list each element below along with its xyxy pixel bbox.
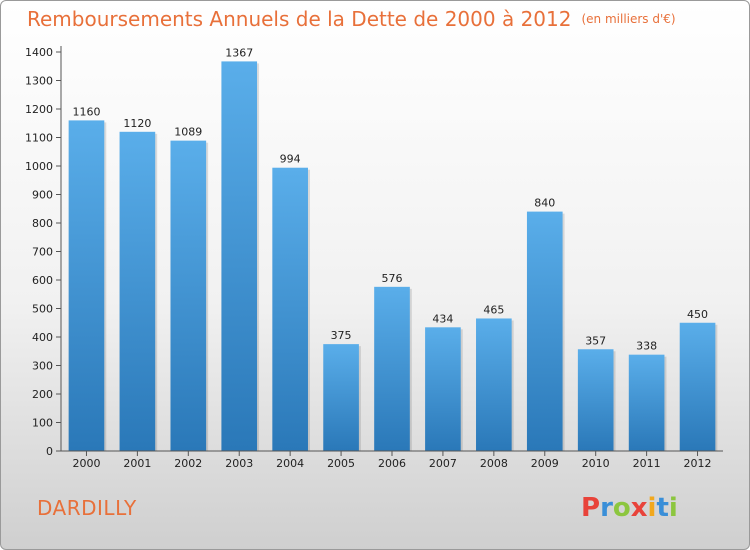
y-tick-label: 1300	[25, 75, 53, 88]
bar-value-label: 375	[331, 329, 352, 342]
chart-title-text: Remboursements Annuels de la Dette de 20…	[27, 7, 572, 31]
x-tick-label: 2006	[378, 457, 406, 470]
logo-letter: x	[630, 493, 648, 523]
bar-2008	[476, 318, 512, 451]
bar-value-label: 338	[636, 340, 657, 353]
bar-2001	[119, 131, 156, 452]
proxiti-logo[interactable]: Proxiti	[581, 493, 678, 523]
bar-2002	[170, 140, 207, 451]
y-tick-label: 200	[32, 388, 53, 401]
x-tick-label: 2000	[72, 457, 100, 470]
y-tick-label: 600	[32, 274, 53, 287]
x-tick-label: 2010	[582, 457, 610, 470]
bar-2010	[577, 349, 614, 451]
bar-2000	[68, 120, 105, 452]
x-tick-label: 2005	[327, 457, 355, 470]
bar-2009	[526, 211, 563, 451]
x-tick-label: 2008	[480, 457, 508, 470]
x-tick-label: 2001	[123, 457, 151, 470]
bar-value-label: 357	[585, 334, 606, 347]
x-tick-label: 2012	[684, 457, 712, 470]
x-tick-label: 2002	[174, 457, 202, 470]
x-tick-label: 2003	[225, 457, 253, 470]
bar-value-label: 1120	[123, 117, 151, 130]
logo-letter: i	[647, 493, 657, 523]
y-tick-label: 400	[32, 331, 53, 344]
logo-letter: r	[600, 493, 613, 523]
bar-2003	[221, 61, 258, 451]
y-tick-label: 300	[32, 360, 53, 373]
chart-title: Remboursements Annuels de la Dette de 20…	[27, 7, 676, 31]
logo-letter: t	[656, 493, 669, 523]
logo-letter: i	[668, 493, 678, 523]
x-tick-label: 2004	[276, 457, 304, 470]
bar-value-label: 1089	[174, 126, 202, 139]
y-tick-label: 1400	[25, 46, 53, 59]
bar-2005	[323, 344, 359, 451]
y-tick-label: 1000	[25, 160, 53, 173]
y-tick-label: 900	[32, 189, 53, 202]
bar-2004	[272, 167, 308, 451]
y-axis: 0 100 200 300 400 500 600 700 800 900 1000 1100 1200…	[25, 46, 62, 458]
bar-2007	[425, 327, 461, 451]
bar-value-label: 1160	[72, 105, 100, 118]
bar-2012	[679, 322, 716, 451]
town-name: DARDILLY	[37, 496, 137, 520]
y-tick-label: 500	[32, 303, 53, 316]
x-tick-label: 2007	[429, 457, 457, 470]
chart-unit: (en milliers d'€)	[581, 12, 676, 26]
y-tick-label: 1100	[25, 132, 53, 145]
y-tick-label: 800	[32, 217, 53, 230]
logo-letter: P	[581, 493, 601, 523]
bar-value-label: 450	[687, 308, 708, 321]
bar-2006	[374, 286, 410, 451]
bar-value-label: 576	[382, 272, 403, 285]
y-tick-label: 700	[32, 246, 53, 259]
y-tick-label: 1200	[25, 103, 53, 116]
bar-value-label: 1367	[225, 46, 253, 59]
bar-value-label: 465	[483, 303, 504, 316]
logo-letter: o	[612, 493, 631, 523]
x-axis: 2000 2001 2002 2003 2004 2005 2006 2007 2008 2009…	[61, 450, 723, 470]
y-tick-label: 100	[32, 417, 53, 430]
bar-value-label: 994	[280, 153, 301, 166]
bar-2011	[628, 354, 665, 451]
bar-value-label: 434	[432, 312, 453, 325]
x-tick-label: 2009	[531, 457, 559, 470]
x-tick-label: 2011	[633, 457, 661, 470]
bars-group: 1160 1120 1089 1367 994 375 576 434 465 840 357 338…	[68, 46, 718, 452]
y-tick-label: 0	[46, 445, 53, 458]
bar-value-label: 840	[534, 197, 555, 210]
